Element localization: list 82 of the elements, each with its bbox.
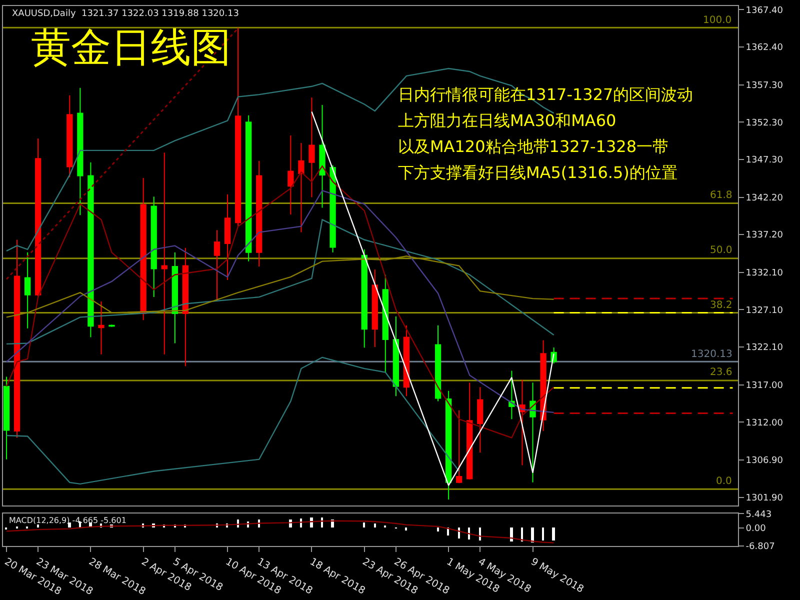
candlestick <box>161 152 168 355</box>
candlestick <box>361 248 368 348</box>
bar <box>479 528 481 541</box>
candlestick <box>88 162 94 338</box>
candlestick <box>403 324 410 397</box>
candlestick <box>150 196 157 298</box>
candlestick <box>172 252 178 344</box>
bar <box>37 524 39 528</box>
candlestick <box>540 340 546 432</box>
text: 黄金日线图 <box>31 25 231 71</box>
candlestick <box>477 386 484 454</box>
y-tick-label: 1367.40 <box>746 6 784 16</box>
annotation: 下方支撑看好日线MA5(1316.5)的位置 <box>398 163 678 182</box>
annotation: XAUUSD,Daily 1321.37 1322.03 1319.88 1320.13 <box>12 9 239 19</box>
y-tick-label: 1357.30 <box>746 81 784 92</box>
y-tick-label: 5.443 <box>746 510 772 520</box>
candlestick <box>319 104 326 208</box>
bar <box>552 528 555 541</box>
y-tick-label: 1306.90 <box>746 456 784 466</box>
candlestick <box>182 247 189 367</box>
candlestick <box>66 94 73 178</box>
line-series <box>6 190 554 414</box>
y-tick-label: 1337.20 <box>746 230 784 241</box>
chart-title: MACD(12,26,9) -4.665 -5.601 <box>9 516 126 525</box>
y-tick-label: 1352.30 <box>746 118 784 128</box>
ref-line-label: 1320.13 <box>691 349 732 360</box>
y-tick-label: 1301.90 <box>746 493 784 504</box>
y-tick-label: 1362.40 <box>746 43 784 54</box>
candlestick <box>98 301 104 355</box>
candlestick <box>445 390 452 500</box>
annotation: 50.0 <box>710 245 732 256</box>
candlestick <box>308 97 315 198</box>
bar <box>531 528 534 543</box>
candlestick <box>530 382 536 483</box>
candlestick <box>519 379 526 466</box>
line-series <box>6 219 554 345</box>
bar <box>510 528 513 542</box>
bar <box>363 522 365 528</box>
candlestick <box>392 316 400 397</box>
candlestick <box>35 138 42 297</box>
annotation: 38.2 <box>710 300 732 311</box>
y-tick-label: 1347.30 <box>746 156 784 166</box>
annotation: 23.6 <box>710 367 732 378</box>
y-tick-label: -6.807 <box>746 542 775 552</box>
candlestick <box>224 194 231 280</box>
annotation: 61.8 <box>710 190 732 201</box>
bar <box>374 524 376 528</box>
bar <box>68 522 71 528</box>
y-tick-label: 1332.10 <box>746 268 784 279</box>
candlestick <box>234 27 242 227</box>
candlestick <box>434 324 442 402</box>
candlestick <box>372 269 378 348</box>
candlestick <box>466 382 473 480</box>
candlestick <box>140 177 146 321</box>
annotation: 0.0 <box>716 476 732 487</box>
annotation: 以及MA120粘合地带1327-1328一带 <box>398 137 668 156</box>
candlestick <box>508 370 515 420</box>
bar <box>437 528 439 532</box>
annotation: 100.0 <box>703 15 732 26</box>
candlestick <box>456 410 462 484</box>
candlestick <box>14 239 20 438</box>
annotation: 上方阻力在日线MA30和MA60 <box>398 111 616 130</box>
candlestick <box>288 135 294 215</box>
line-series <box>6 356 460 485</box>
y-tick-label: 1342.20 <box>746 193 784 204</box>
candlestick <box>24 252 31 329</box>
candlestick <box>3 376 10 460</box>
candlestick <box>77 87 84 216</box>
candlestick <box>382 274 388 373</box>
bar <box>542 528 544 541</box>
annotation: 日内行情很可能在1317-1327的区间波动 <box>398 85 694 104</box>
candlestick <box>298 142 304 233</box>
y-tick-label: 0.00 <box>746 524 766 534</box>
bar <box>521 528 523 542</box>
y-tick-label: 1322.10 <box>746 343 784 354</box>
y-tick-label: 1317.00 <box>746 381 784 392</box>
y-tick-label: 1312.00 <box>746 418 784 428</box>
candlestick <box>330 164 336 253</box>
y-tick-label: 1327.10 <box>746 306 784 316</box>
bar <box>405 528 407 531</box>
candlestick <box>246 114 252 262</box>
candlestick <box>256 160 262 268</box>
